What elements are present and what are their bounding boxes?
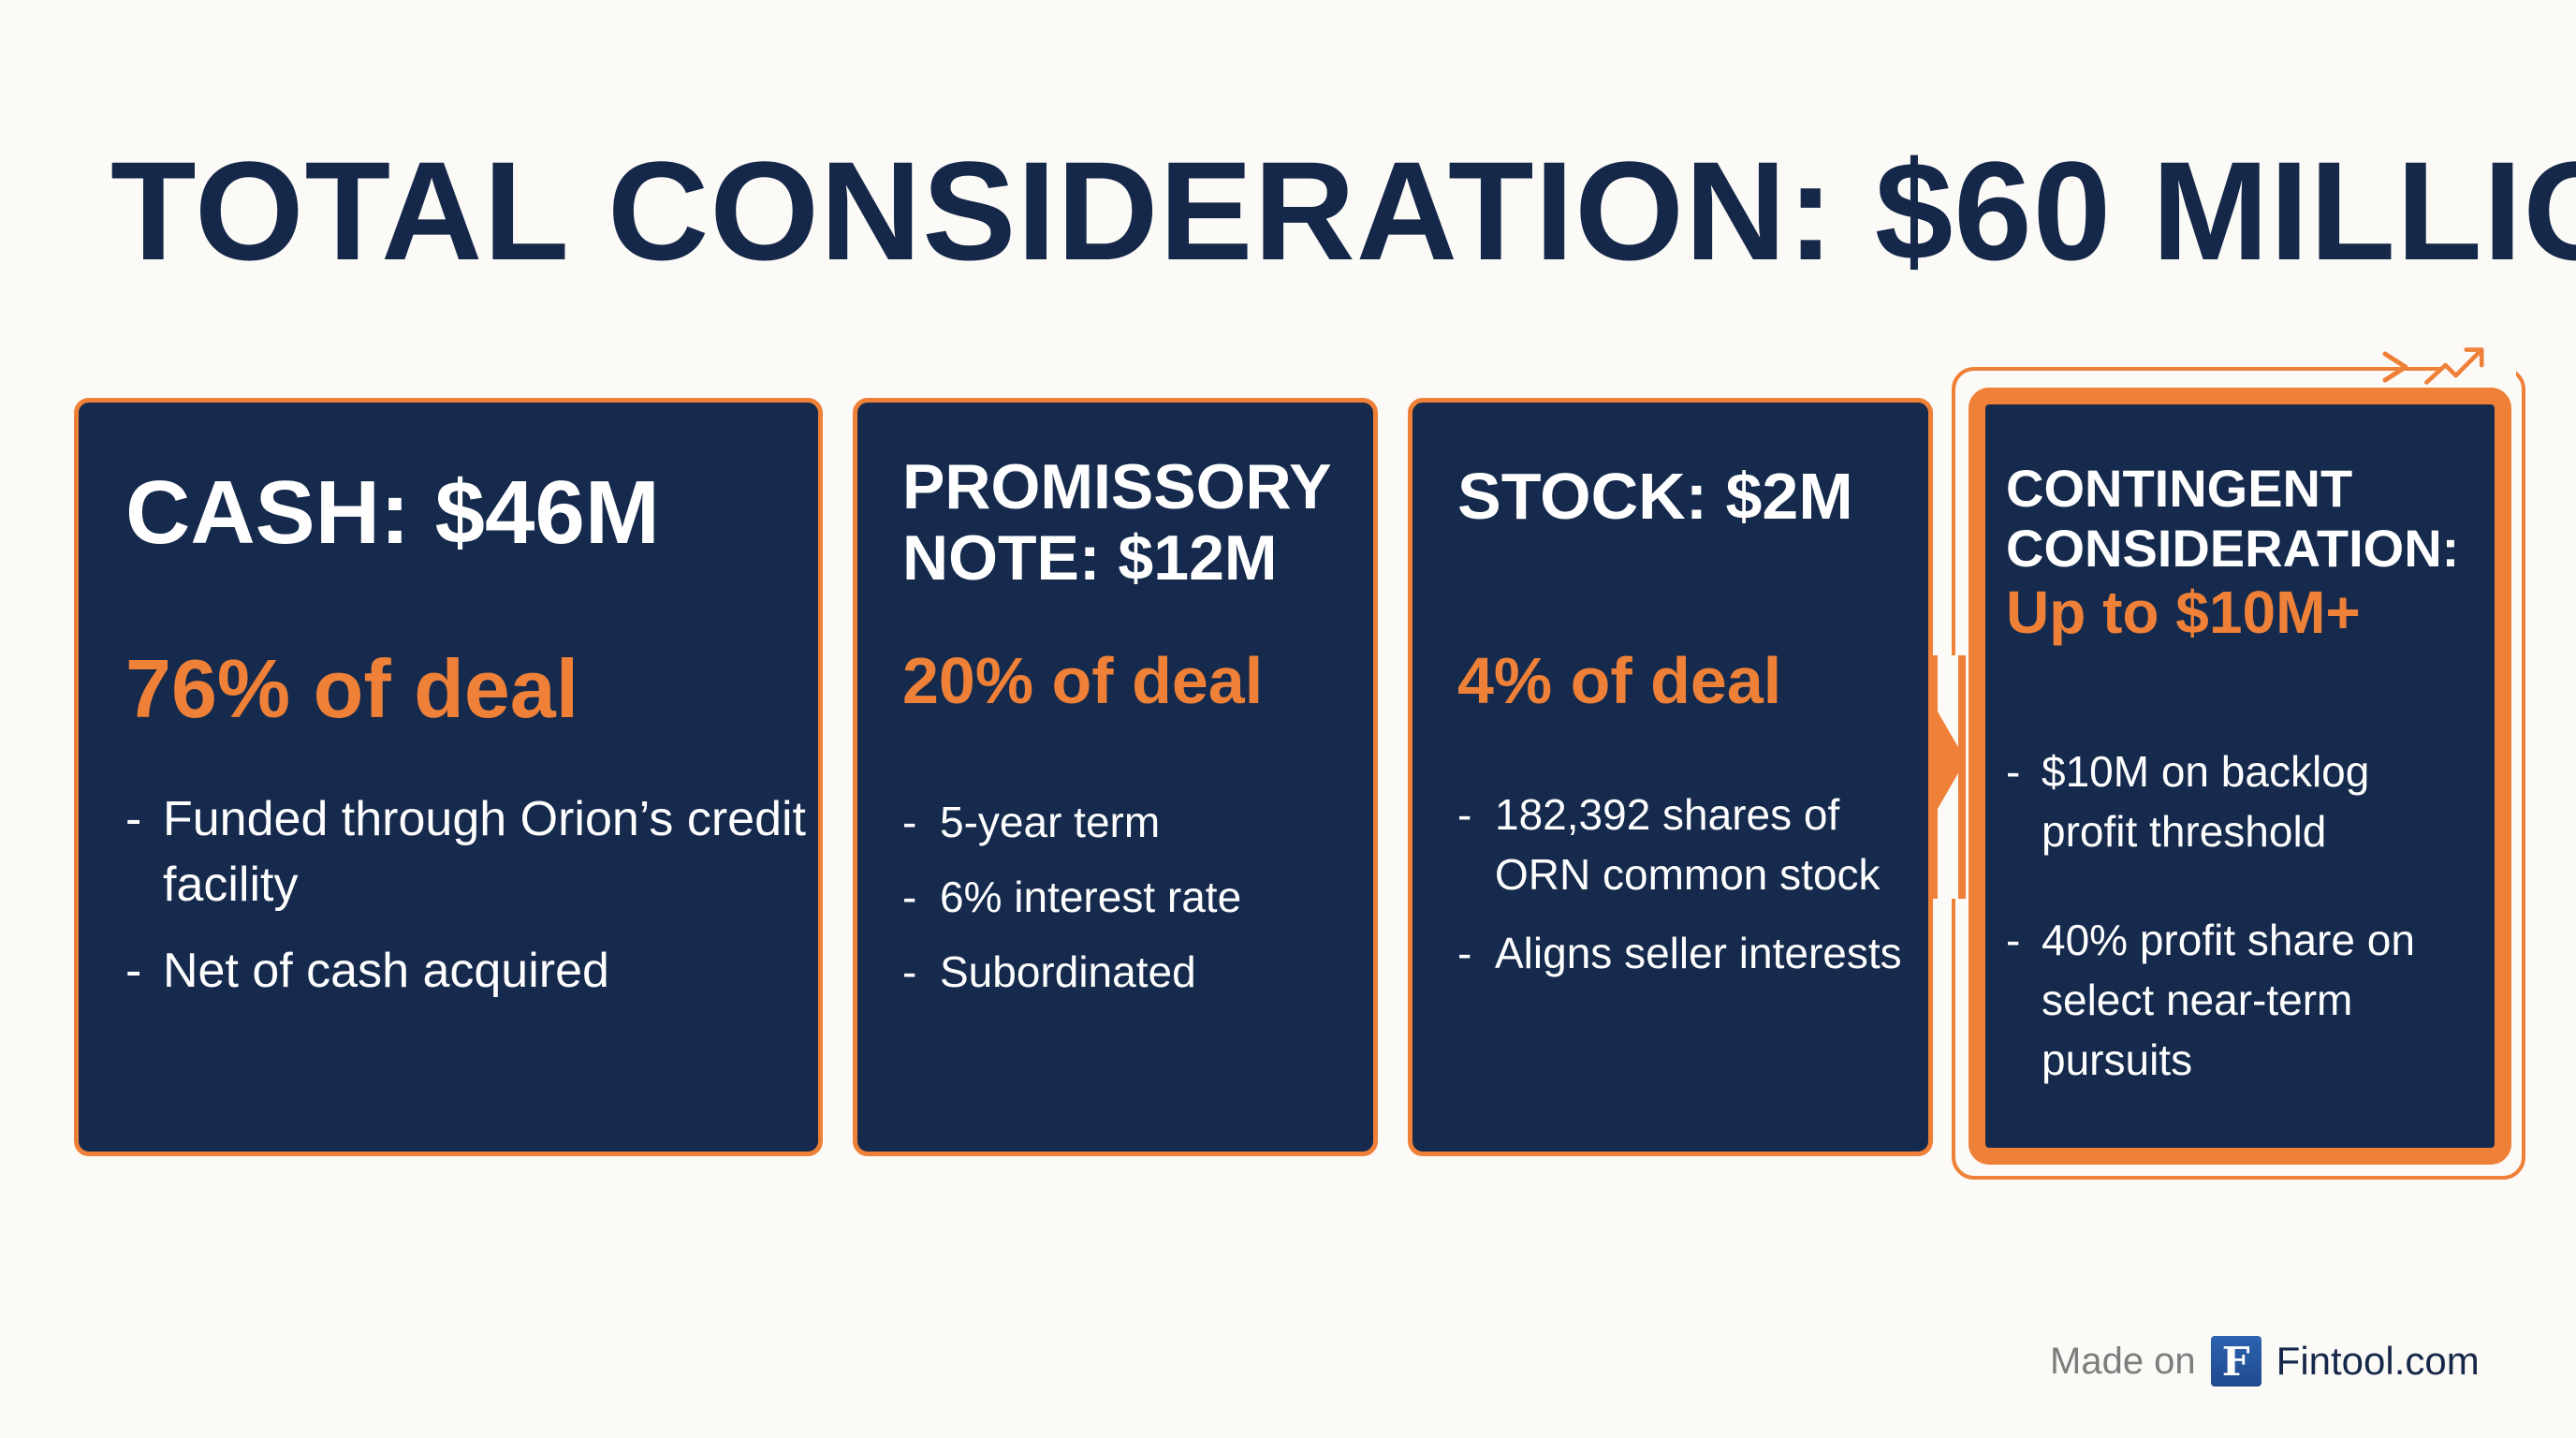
bullet-item: 40% profit share on select near-term pur…: [2006, 910, 2474, 1090]
bullet-item: Subordinated: [902, 934, 1241, 1009]
card-heading: CASH: $46M: [125, 462, 660, 563]
card-bullets: $10M on backlog profit threshold 40% pro…: [2006, 741, 2474, 1138]
footer-attribution[interactable]: Made on F Fintool.com: [2050, 1333, 2480, 1389]
page-title: TOTAL CONSIDERATION: $60 MILLION: [110, 132, 2576, 289]
bullet-item: Net of cash acquired: [125, 938, 818, 1004]
bullet-item: 5-year term: [902, 785, 1241, 859]
card-heading: STOCK: $2M: [1457, 460, 1853, 533]
promissory-note-card: PROMISSORY NOTE: $12M 20% of deal 5-year…: [853, 398, 1378, 1156]
card-percent: 4% of deal: [1457, 644, 1782, 717]
card-bullets: Funded through Orion’s credit facility N…: [125, 786, 818, 1024]
cash-card: CASH: $46M 76% of deal Funded through Or…: [74, 398, 823, 1156]
card-bullets: 182,392 shares of ORN common stock Align…: [1457, 785, 1916, 1002]
arrow-right-icon: [1930, 655, 1966, 899]
card-bullets: 5-year term 6% interest rate Subordinate…: [902, 785, 1241, 1009]
bullet-item: Funded through Orion’s credit facility: [125, 786, 818, 917]
made-on-label: Made on: [2050, 1340, 2196, 1382]
contingent-card: CONTINGENT CONSIDERATION: Up to $10M+ $1…: [1969, 388, 2511, 1165]
arrow-right-icon: [2382, 351, 2408, 383]
card-percent: Up to $10M+: [2006, 579, 2361, 646]
trend-up-icon: [2424, 347, 2484, 385]
bullet-item: Aligns seller interests: [1457, 923, 1916, 983]
stock-card: STOCK: $2M 4% of deal 182,392 shares of …: [1408, 398, 1933, 1156]
fintool-link[interactable]: Fintool.com: [2276, 1339, 2480, 1383]
card-percent: 20% of deal: [902, 644, 1264, 717]
bullet-item: $10M on backlog profit threshold: [2006, 741, 2474, 861]
fintool-logo-icon: F: [2210, 1336, 2261, 1387]
bullet-item: 6% interest rate: [902, 859, 1241, 934]
card-heading: PROMISSORY NOTE: $12M: [902, 451, 1331, 594]
card-percent: 76% of deal: [125, 642, 579, 735]
card-heading: CONTINGENT CONSIDERATION:: [2006, 459, 2460, 578]
bullet-item: 182,392 shares of ORN common stock: [1457, 785, 1916, 904]
